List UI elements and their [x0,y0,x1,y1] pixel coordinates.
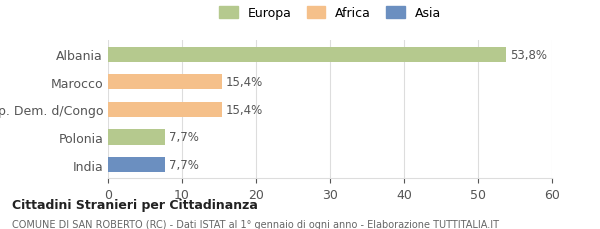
Legend: Europa, Africa, Asia: Europa, Africa, Asia [215,4,445,24]
Text: 7,7%: 7,7% [169,131,199,144]
Text: COMUNE DI SAN ROBERTO (RC) - Dati ISTAT al 1° gennaio di ogni anno - Elaborazion: COMUNE DI SAN ROBERTO (RC) - Dati ISTAT … [12,219,499,229]
Bar [108,47,506,63]
Text: 53,8%: 53,8% [510,49,547,62]
Text: 7,7%: 7,7% [169,158,199,171]
Bar [108,157,165,172]
Bar [108,102,222,117]
Text: Cittadini Stranieri per Cittadinanza: Cittadini Stranieri per Cittadinanza [12,199,258,211]
Text: 15,4%: 15,4% [226,76,263,89]
Bar [108,75,222,90]
Bar [108,130,165,145]
Text: 15,4%: 15,4% [226,104,263,116]
